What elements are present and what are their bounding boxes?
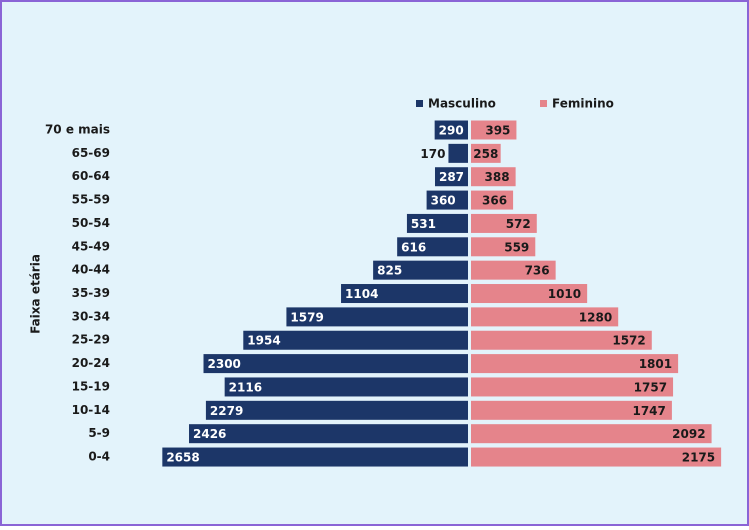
y-tick-label: 10-14 (72, 403, 110, 417)
bar-male (406, 213, 468, 233)
y-tick-label: 20-24 (72, 356, 110, 370)
bar-male (341, 284, 468, 304)
bar-male (448, 143, 468, 163)
value-label: 290 (439, 124, 464, 138)
value-label: 395 (485, 124, 510, 138)
bar-female (471, 237, 536, 257)
bar-female (471, 120, 517, 140)
value-label: 2092 (672, 427, 705, 441)
bar-male (426, 190, 468, 210)
value-label: 258 (473, 147, 498, 161)
bar-male (189, 424, 468, 444)
y-tick-label: 45-49 (72, 239, 110, 253)
value-label: 388 (485, 170, 510, 184)
bar-male (224, 377, 468, 397)
bar-male (205, 400, 469, 420)
bar-female (471, 284, 588, 304)
value-label: 572 (506, 217, 531, 231)
value-label: 287 (439, 170, 464, 184)
bar-female (471, 424, 712, 444)
legend-label: Masculino (428, 97, 496, 111)
bar-female (471, 377, 674, 397)
y-tick-label: 60-64 (72, 169, 110, 183)
legend-swatch (540, 100, 547, 107)
bar-female (471, 330, 652, 350)
y-tick-label: 40-44 (72, 263, 110, 277)
bar-female (471, 307, 619, 327)
bar-male (286, 307, 468, 327)
y-tick-label: 70 e mais (45, 123, 110, 137)
value-label: 825 (377, 264, 402, 278)
value-label: 1010 (548, 287, 581, 301)
bar-male (434, 120, 468, 140)
y-tick-label: 35-39 (72, 286, 110, 300)
y-tick-label: 55-59 (72, 193, 110, 207)
value-label: 2300 (208, 357, 241, 371)
bar-male (373, 260, 468, 280)
y-tick-label: 15-19 (72, 379, 110, 393)
value-label: 1104 (345, 287, 378, 301)
bar-female (471, 143, 501, 163)
value-label: 1747 (632, 404, 665, 418)
value-label: 170 (420, 147, 445, 161)
bar-female (471, 260, 556, 280)
value-label: 2658 (166, 451, 199, 465)
value-label: 2279 (210, 404, 243, 418)
y-tick-label: 0-4 (88, 450, 110, 464)
value-label: 559 (504, 240, 529, 254)
bar-female (471, 447, 722, 467)
value-label: 531 (411, 217, 436, 231)
y-tick-label: 30-34 (72, 309, 110, 323)
legend-label: Feminino (552, 97, 614, 111)
value-label: 1757 (634, 380, 667, 394)
value-label: 1954 (247, 334, 280, 348)
bar-female (471, 213, 537, 233)
value-label: 1572 (612, 334, 645, 348)
bar-female (471, 190, 514, 210)
bar-male (203, 354, 468, 374)
value-label: 736 (525, 264, 550, 278)
value-label: 1801 (639, 357, 672, 371)
legend-swatch (416, 100, 423, 107)
value-label: 616 (401, 240, 426, 254)
value-label: 1579 (290, 310, 323, 324)
y-axis-label: Faixa etária (29, 254, 43, 334)
bar-female (471, 354, 679, 374)
value-label: 366 (482, 194, 507, 208)
bar-male (162, 447, 468, 467)
y-tick-label: 65-69 (72, 146, 110, 160)
value-label: 2426 (193, 427, 226, 441)
bar-male (434, 167, 468, 187)
y-tick-label: 5-9 (88, 426, 110, 440)
bar-female (471, 400, 672, 420)
bar-male (243, 330, 468, 350)
y-tick-label: 25-29 (72, 333, 110, 347)
value-label: 2116 (229, 380, 262, 394)
bar-female (471, 167, 516, 187)
value-label: 360 (431, 194, 456, 208)
value-label: 1280 (579, 310, 612, 324)
y-tick-label: 50-54 (72, 216, 110, 230)
value-label: 2175 (682, 451, 715, 465)
bar-male (397, 237, 468, 257)
